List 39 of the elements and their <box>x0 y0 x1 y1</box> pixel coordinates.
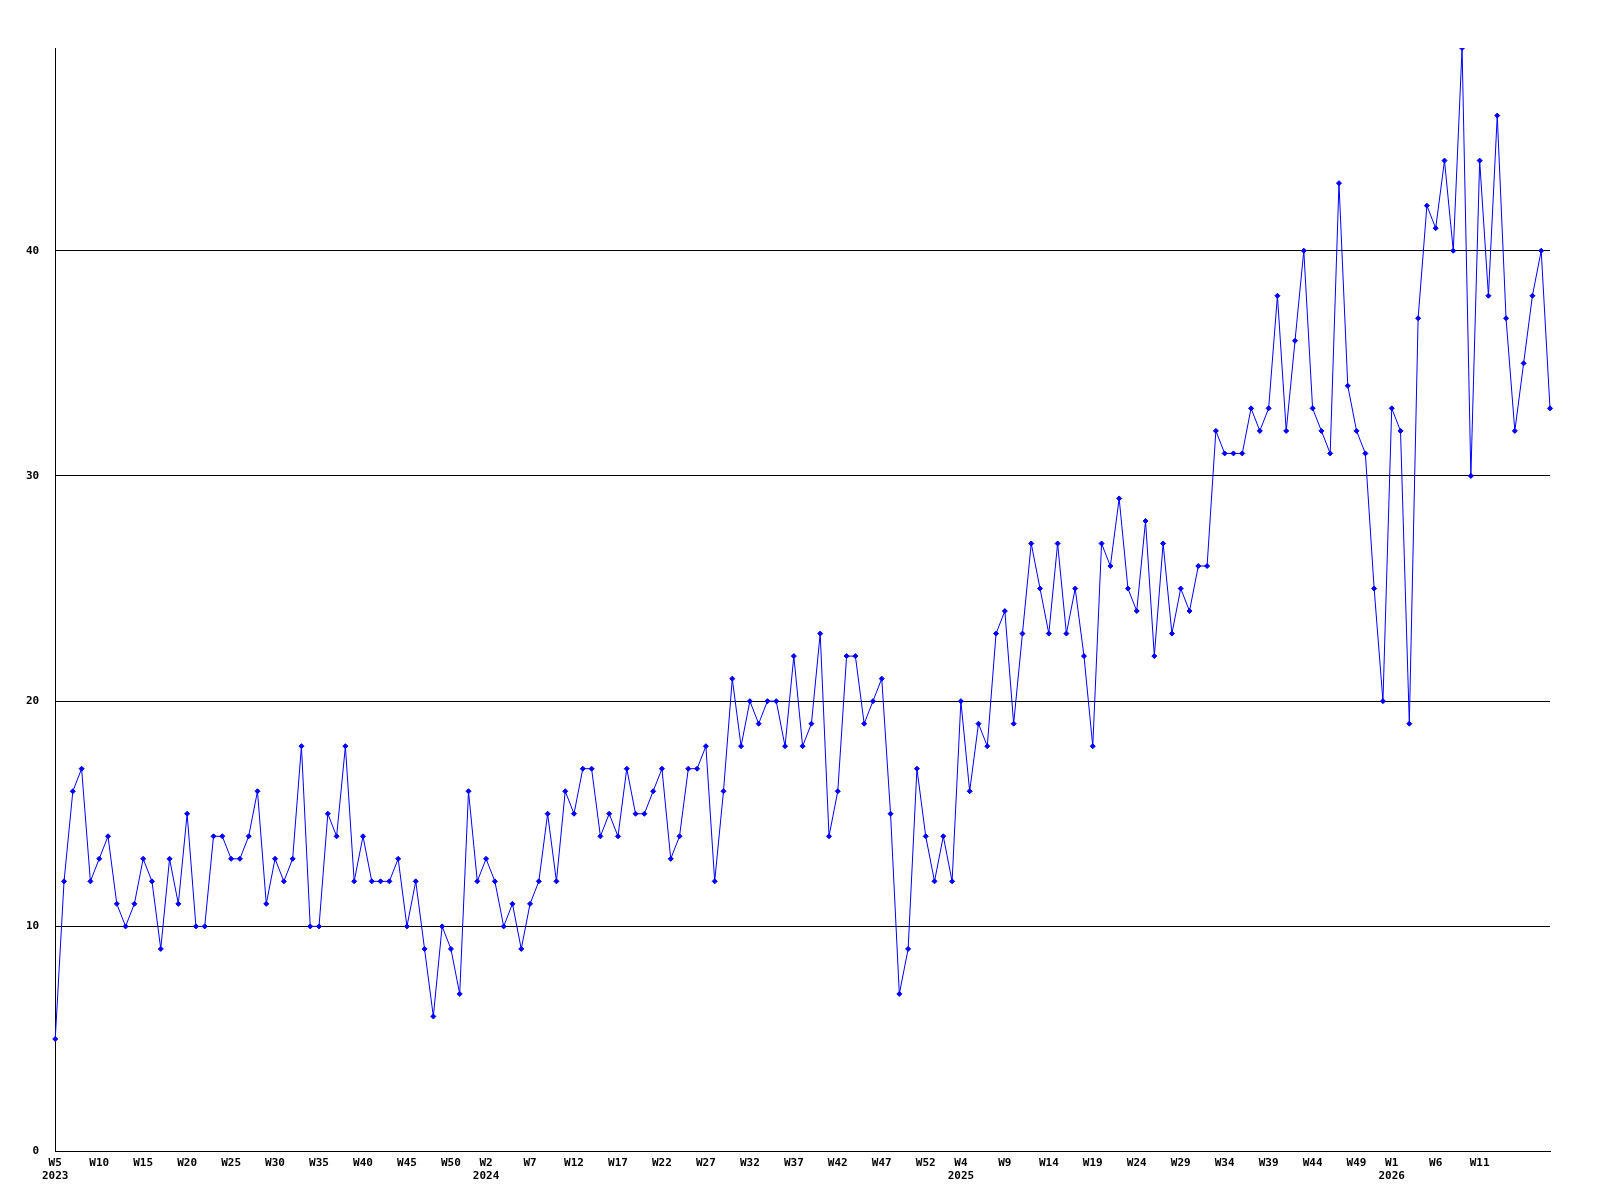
x-tick-label: W42 <box>827 1156 848 1170</box>
x-tick-label: W1 2026 <box>1378 1156 1406 1183</box>
x-tick-label: W10 <box>89 1156 110 1170</box>
x-tick-label: W20 <box>177 1156 198 1170</box>
x-tick-label: W44 <box>1302 1156 1323 1170</box>
x-tick-label: W40 <box>353 1156 373 1170</box>
x-tick-label: W37 <box>783 1156 804 1170</box>
x-tick-label: W45 <box>397 1156 417 1170</box>
y-tick-label: 20 <box>26 694 40 708</box>
x-tick-label: W4 2025 <box>947 1156 975 1183</box>
x-tick-label: W15 <box>133 1156 154 1170</box>
x-tick-label: W22 <box>652 1156 672 1170</box>
x-tick-label: W2 2024 <box>472 1156 500 1183</box>
x-tick-label: W27 <box>695 1156 716 1170</box>
x-tick-label: W9 <box>998 1156 1012 1170</box>
x-tick-label: W6 <box>1429 1156 1443 1170</box>
x-tick-label: W29 <box>1170 1156 1191 1170</box>
x-tick-label: W11 <box>1469 1156 1490 1170</box>
y-tick-label: 10 <box>26 919 40 933</box>
x-tick-label: W34 <box>1214 1156 1235 1170</box>
x-tick-label: W24 <box>1126 1156 1148 1170</box>
x-tick-label: W5 2023 <box>42 1156 69 1183</box>
x-tick-label: W25 <box>221 1156 242 1170</box>
x-tick-label: W19 <box>1082 1156 1103 1170</box>
y-tick-label: 30 <box>26 468 40 482</box>
x-tick-label: W50 <box>440 1156 461 1170</box>
x-tick-label: W32 <box>739 1156 760 1170</box>
x-tick-label: W12 <box>564 1156 584 1170</box>
x-tick-label: W39 <box>1258 1156 1279 1170</box>
x-tick-label: W17 <box>608 1156 628 1170</box>
x-tick-label: W30 <box>265 1156 285 1170</box>
y-tick-label: 0 <box>32 1144 40 1158</box>
x-tick-label: W49 <box>1346 1156 1367 1170</box>
x-tick-label: W35 <box>309 1156 329 1170</box>
y-tick-label: 40 <box>26 243 40 257</box>
x-tick-label: W47 <box>871 1156 892 1170</box>
x-tick-label: W52 <box>915 1156 936 1170</box>
x-tick-label: W14 <box>1038 1156 1060 1170</box>
x-tick-label: W7 <box>523 1156 537 1170</box>
